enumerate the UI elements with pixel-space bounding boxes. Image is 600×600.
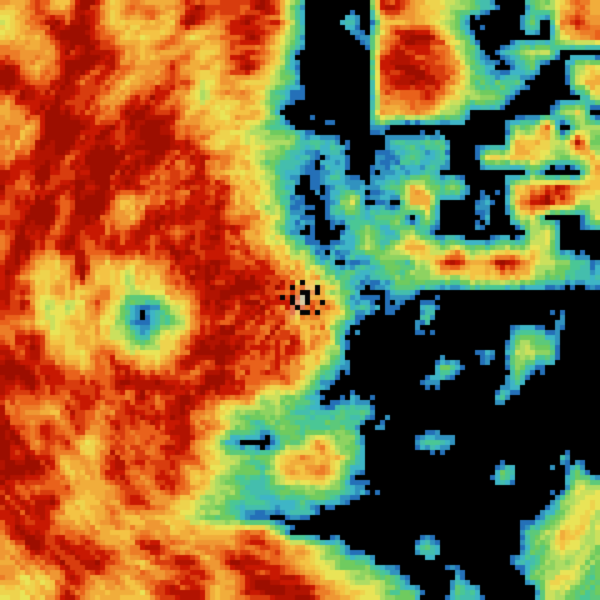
radar-display (0, 0, 600, 600)
radar-reflectivity-canvas (0, 0, 600, 600)
